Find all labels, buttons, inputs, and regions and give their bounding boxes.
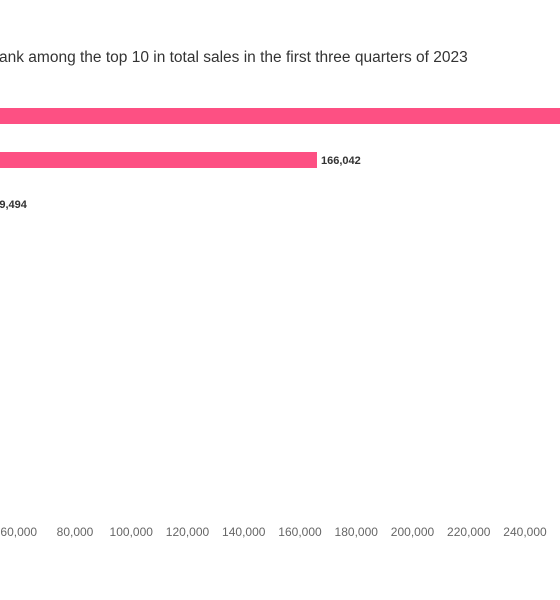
chart-subtitle: ank among the top 10 in total sales in t… <box>0 49 468 66</box>
bar <box>0 152 317 168</box>
x-tick-label: 220,000 <box>447 525 491 539</box>
x-tick-label: 60,000 <box>0 525 37 539</box>
x-tick-label: 80,000 <box>57 525 94 539</box>
x-tick-label: 180,000 <box>335 525 379 539</box>
x-tick-label: 160,000 <box>278 525 322 539</box>
x-tick-label: 140,000 <box>222 525 266 539</box>
x-tick-label: 240,000 <box>503 525 547 539</box>
x-tick-label: 200,000 <box>391 525 435 539</box>
bar <box>0 108 560 124</box>
value-label: 166,042 <box>321 155 361 167</box>
x-tick-label: 120,000 <box>166 525 210 539</box>
x-tick-label: 100,000 <box>110 525 154 539</box>
value-label: 49,494 <box>0 199 28 211</box>
